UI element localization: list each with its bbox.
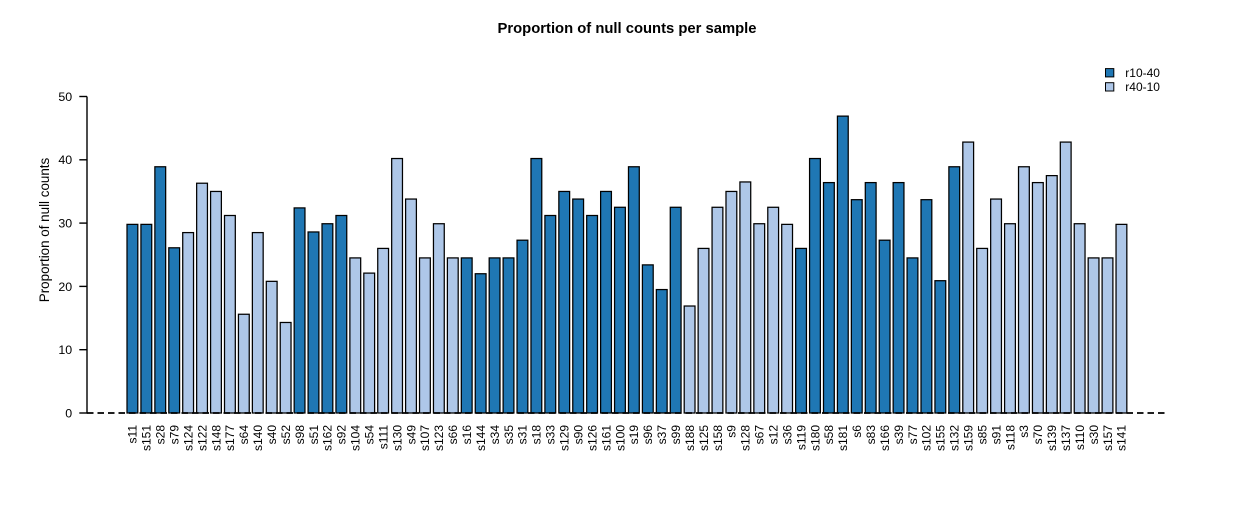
svg-text:s141: s141 <box>1115 425 1129 451</box>
svg-text:s102: s102 <box>920 425 934 451</box>
svg-text:s177: s177 <box>223 425 237 451</box>
svg-text:s151: s151 <box>140 425 154 451</box>
svg-text:s159: s159 <box>962 425 976 451</box>
svg-text:s35: s35 <box>502 425 516 445</box>
svg-text:s161: s161 <box>599 425 613 451</box>
svg-text:50: 50 <box>58 90 72 104</box>
svg-text:s104: s104 <box>349 425 363 451</box>
svg-text:s144: s144 <box>474 425 488 451</box>
svg-text:s39: s39 <box>892 425 906 445</box>
svg-text:s96: s96 <box>641 425 655 445</box>
svg-text:s16: s16 <box>460 425 474 445</box>
svg-text:s110: s110 <box>1073 425 1087 450</box>
svg-text:s98: s98 <box>293 425 307 445</box>
svg-text:s128: s128 <box>739 425 753 451</box>
svg-text:s3: s3 <box>1017 425 1031 438</box>
svg-text:s91: s91 <box>989 425 1003 445</box>
svg-text:s132: s132 <box>948 425 962 451</box>
svg-text:s107: s107 <box>418 425 432 451</box>
svg-text:s37: s37 <box>655 425 669 445</box>
svg-text:30: 30 <box>58 217 72 231</box>
svg-text:s99: s99 <box>669 425 683 445</box>
svg-text:s19: s19 <box>627 425 641 445</box>
svg-text:s129: s129 <box>558 425 572 451</box>
svg-text:r10-40: r10-40 <box>1125 66 1160 80</box>
svg-text:s166: s166 <box>878 425 892 451</box>
svg-text:s79: s79 <box>167 425 181 445</box>
svg-text:10: 10 <box>58 343 72 357</box>
svg-text:s181: s181 <box>836 425 850 451</box>
svg-text:s111: s111 <box>376 425 390 450</box>
svg-text:s67: s67 <box>753 425 767 445</box>
svg-text:s52: s52 <box>279 425 293 445</box>
svg-text:s11: s11 <box>126 425 140 444</box>
svg-text:s162: s162 <box>321 425 335 451</box>
svg-text:s100: s100 <box>613 425 627 451</box>
svg-text:s30: s30 <box>1087 425 1101 445</box>
svg-text:s54: s54 <box>363 425 377 445</box>
svg-text:s34: s34 <box>488 425 502 445</box>
svg-text:s18: s18 <box>530 425 544 445</box>
svg-text:s188: s188 <box>683 425 697 451</box>
svg-text:s85: s85 <box>975 425 989 445</box>
svg-text:s122: s122 <box>195 425 209 451</box>
svg-text:s158: s158 <box>711 425 725 451</box>
svg-text:s125: s125 <box>697 425 711 451</box>
svg-text:s118: s118 <box>1003 425 1017 450</box>
svg-text:s31: s31 <box>516 425 530 445</box>
svg-text:s51: s51 <box>307 425 321 445</box>
svg-text:s33: s33 <box>544 425 558 445</box>
svg-text:s70: s70 <box>1031 425 1045 445</box>
svg-text:s40: s40 <box>265 425 279 445</box>
svg-text:s83: s83 <box>864 425 878 445</box>
svg-text:s49: s49 <box>404 425 418 445</box>
svg-text:s6: s6 <box>850 425 864 438</box>
svg-text:s66: s66 <box>446 425 460 445</box>
svg-text:r40-10: r40-10 <box>1125 80 1160 94</box>
svg-text:s90: s90 <box>571 425 585 445</box>
svg-text:s140: s140 <box>251 425 265 451</box>
svg-text:s180: s180 <box>808 425 822 451</box>
svg-text:20: 20 <box>58 280 72 294</box>
svg-text:s124: s124 <box>181 425 195 451</box>
svg-text:Proportion of null counts: Proportion of null counts <box>37 157 52 302</box>
svg-text:Proportion of null counts per: Proportion of null counts per sample <box>498 21 757 37</box>
svg-text:40: 40 <box>58 153 72 167</box>
svg-text:s123: s123 <box>432 425 446 451</box>
svg-text:0: 0 <box>65 406 72 420</box>
svg-text:s77: s77 <box>906 425 920 445</box>
svg-text:s58: s58 <box>822 425 836 445</box>
svg-text:s9: s9 <box>725 425 739 438</box>
svg-text:s155: s155 <box>934 425 948 451</box>
svg-text:s130: s130 <box>390 425 404 451</box>
svg-text:s126: s126 <box>585 425 599 451</box>
svg-text:s119: s119 <box>794 425 808 450</box>
svg-text:s139: s139 <box>1045 425 1059 451</box>
svg-text:s137: s137 <box>1059 425 1073 451</box>
svg-text:s92: s92 <box>335 425 349 445</box>
svg-text:s148: s148 <box>209 425 223 451</box>
svg-text:s157: s157 <box>1101 425 1115 451</box>
svg-text:s36: s36 <box>780 425 794 445</box>
svg-text:s28: s28 <box>154 425 168 445</box>
svg-text:s64: s64 <box>237 425 251 445</box>
svg-text:s12: s12 <box>766 425 780 445</box>
